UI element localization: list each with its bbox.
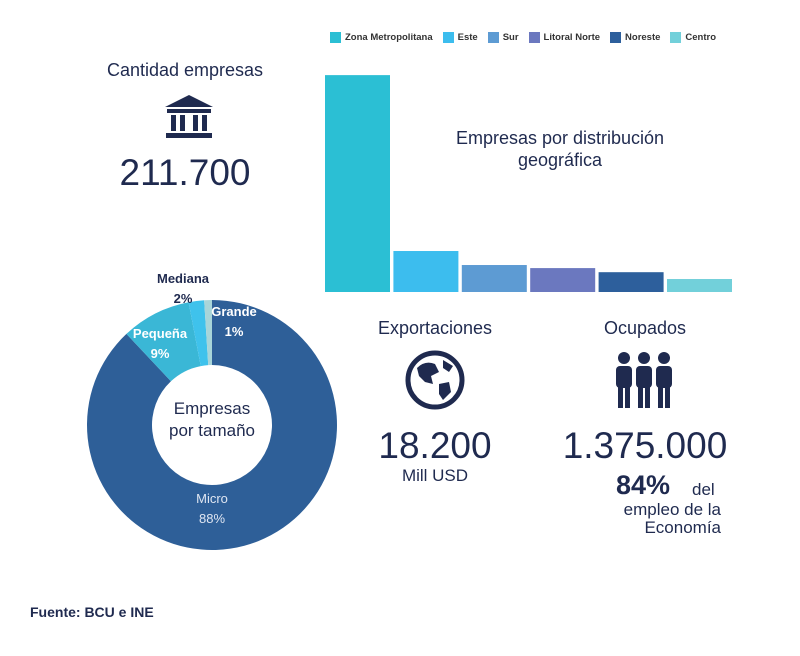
pie-label-name: Grande bbox=[211, 304, 257, 319]
companies-label: Cantidad empresas bbox=[106, 60, 264, 80]
bar-centro bbox=[667, 279, 732, 292]
employed-label: Ocupados bbox=[603, 318, 687, 338]
pie-center-label: Empresas bbox=[174, 399, 251, 418]
pie-slice-micro bbox=[87, 300, 338, 550]
employed-pct: 84% bbox=[616, 470, 671, 500]
pie-label-name: Pequeña bbox=[133, 326, 188, 341]
legend-swatch bbox=[528, 32, 540, 43]
pie-slice-grande bbox=[204, 300, 212, 366]
employed-pct-text1: del bbox=[692, 480, 715, 499]
legend-item: Sur bbox=[487, 32, 519, 43]
bar-litoral-norte bbox=[530, 268, 596, 292]
pie-center-label: por tamaño bbox=[169, 421, 255, 440]
bar-chart-title: Empresas por distribución geográfica bbox=[455, 128, 665, 170]
legend-item: Este bbox=[442, 32, 478, 43]
exports-label: Exportaciones bbox=[377, 318, 493, 338]
exports-unit: Mill USD bbox=[401, 466, 469, 485]
companies-value: 211.700 bbox=[119, 152, 251, 193]
employed-value: 1.375.000 bbox=[562, 425, 728, 466]
pie-label-name: Mediana bbox=[157, 271, 210, 286]
source-note: Fuente: BCU e INE bbox=[30, 604, 154, 620]
legend-swatch bbox=[610, 32, 622, 43]
people-icon bbox=[616, 352, 672, 408]
employed-pct-text2: empleo de la bbox=[623, 500, 721, 519]
legend-label: Noreste bbox=[625, 32, 661, 43]
legend-label: Litoral Norte bbox=[543, 32, 601, 43]
exports-value: 18.200 bbox=[378, 425, 492, 466]
bank-building-icon bbox=[165, 95, 213, 138]
pie-label-value: 1% bbox=[225, 324, 244, 339]
legend-label: Centro bbox=[685, 32, 717, 43]
pie-label-value: 9% bbox=[151, 346, 170, 361]
legend-swatch bbox=[330, 32, 341, 43]
legend-label: Zona Metropolitana bbox=[345, 32, 433, 43]
globe-icon bbox=[405, 350, 465, 410]
legend-swatch bbox=[487, 32, 499, 43]
bar-zona-metropolitana bbox=[325, 75, 390, 292]
pie-label-name: Micro bbox=[196, 491, 228, 506]
pie-slice-mediana bbox=[188, 300, 209, 367]
legend-swatch bbox=[670, 32, 682, 43]
pie-label-value: 88% bbox=[199, 511, 225, 526]
bar-sur bbox=[461, 265, 527, 292]
legend-swatch bbox=[442, 32, 454, 43]
bar-noreste bbox=[598, 272, 664, 292]
bar-este bbox=[393, 251, 459, 292]
pie-slice-pequeña bbox=[126, 302, 201, 382]
legend-label: Sur bbox=[502, 32, 519, 43]
legend-label: Este bbox=[457, 32, 478, 43]
employed-pct-text3: Economía bbox=[644, 518, 721, 537]
legend-item: Centro bbox=[670, 32, 716, 43]
legend-item: Noreste bbox=[610, 32, 660, 43]
legend-item: Zona Metropolitana bbox=[330, 32, 433, 43]
legend-item: Litoral Norte bbox=[528, 32, 601, 43]
pie-label-value: 2% bbox=[174, 291, 193, 306]
bar-legend: Zona Metropolitana Este Sur Litoral Norte No… bbox=[330, 32, 716, 43]
